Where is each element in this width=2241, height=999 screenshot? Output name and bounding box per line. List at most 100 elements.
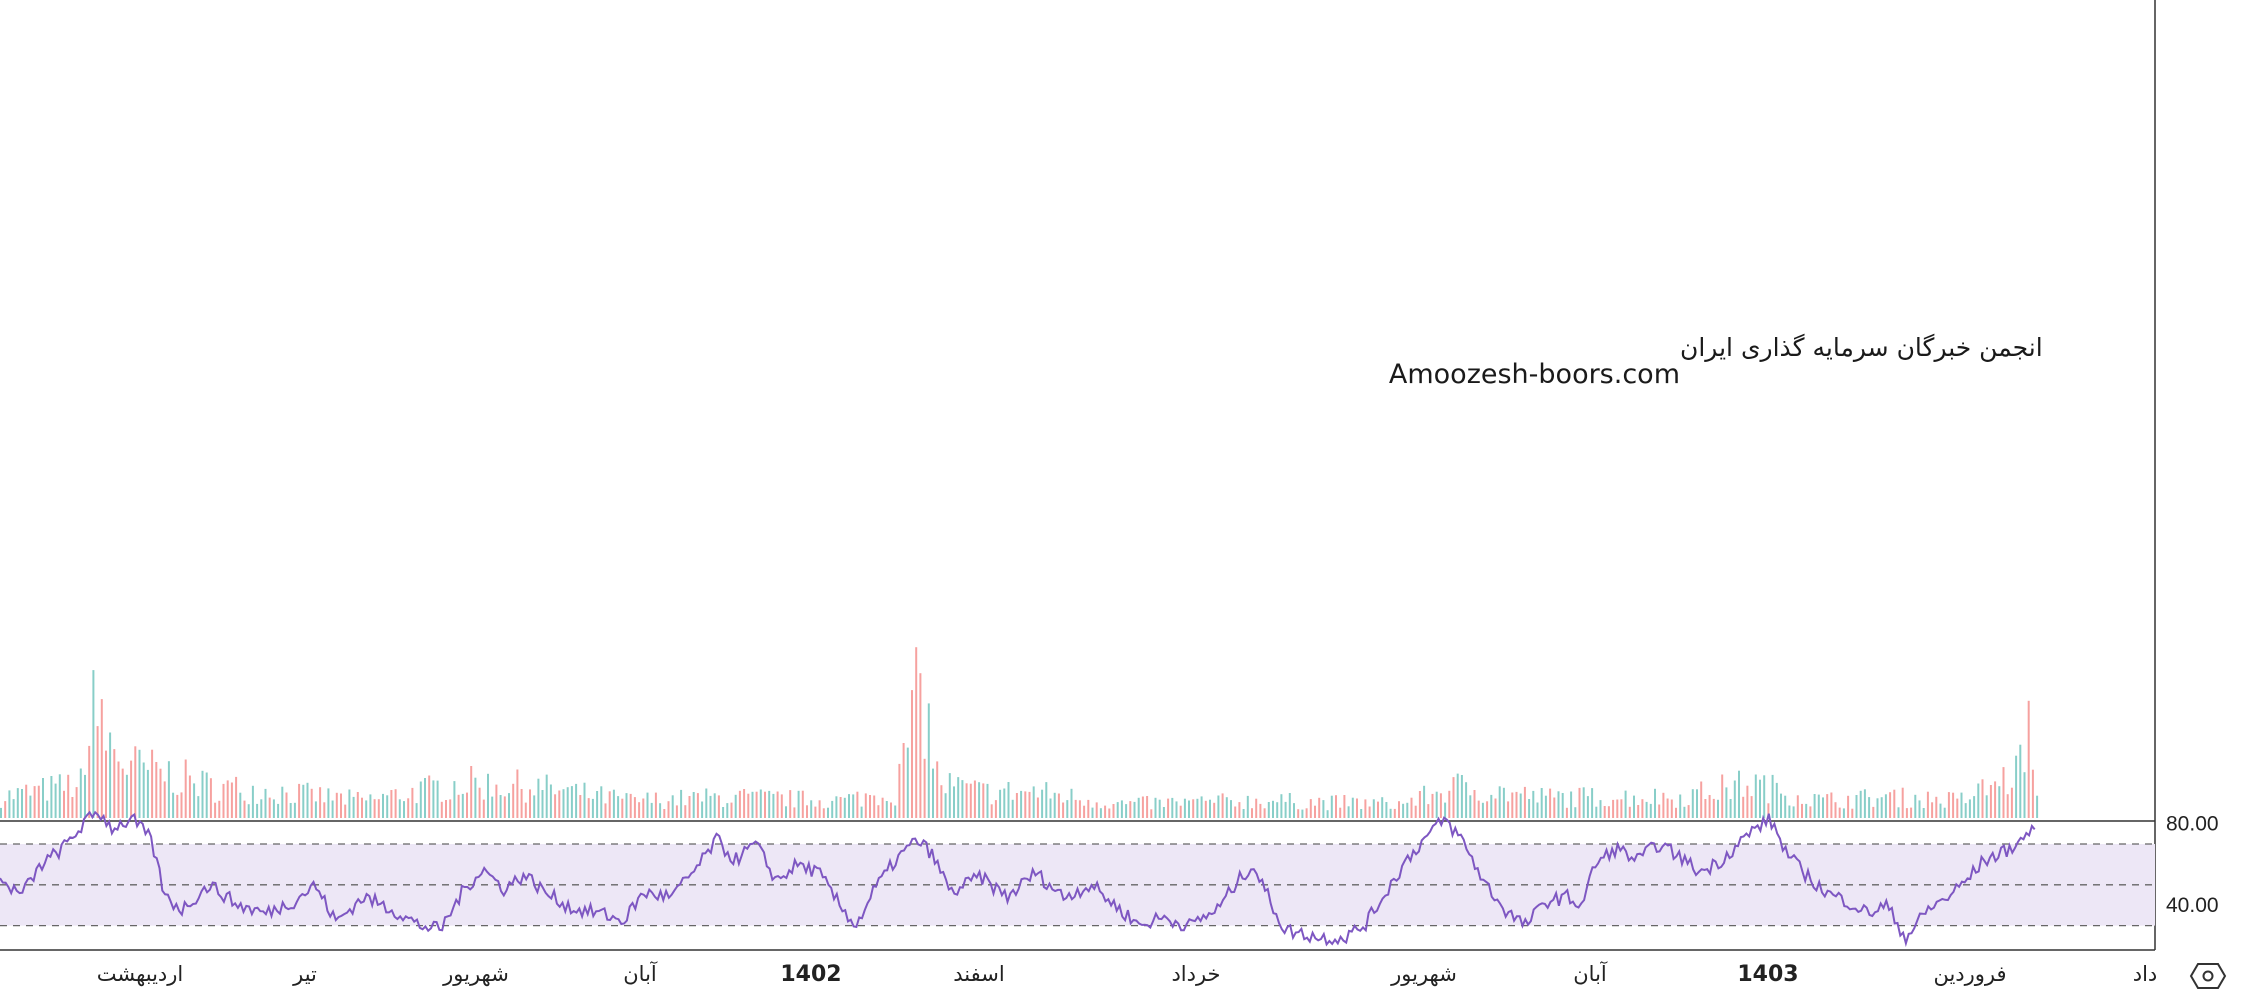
volume-bar <box>562 789 565 818</box>
volume-bar <box>1305 808 1308 818</box>
volume-bar <box>1502 787 1505 818</box>
volume-bar <box>314 801 317 818</box>
volume-bar <box>625 793 628 818</box>
volume-bars <box>0 647 2039 818</box>
volume-bar <box>1897 807 1900 818</box>
volume-bar <box>50 776 53 818</box>
volume-bar <box>621 798 624 818</box>
volume-bar <box>978 782 981 818</box>
volume-bar <box>570 786 573 818</box>
volume-bar <box>4 801 7 818</box>
volume-bar <box>1246 795 1249 818</box>
volume-bar <box>1158 799 1161 818</box>
volume-bar <box>155 762 158 818</box>
volume-bar <box>340 793 342 818</box>
volume-bar <box>1339 807 1342 818</box>
volume-bar <box>1431 793 1434 818</box>
volume-bar <box>134 746 137 818</box>
volume-bar <box>1343 795 1346 818</box>
volume-bar <box>1356 798 1358 818</box>
volume-bar <box>1561 793 1564 818</box>
volume-bar <box>1960 792 1963 818</box>
volume-bar <box>201 770 204 818</box>
volume-bar <box>1125 804 1128 818</box>
volume-bar <box>1070 788 1073 818</box>
volume-bar <box>1926 791 1929 818</box>
volume-bar <box>1045 782 1048 818</box>
volume-bar <box>96 726 99 818</box>
time-tick-label: فروردین <box>1933 962 2006 986</box>
volume-bar <box>612 789 615 818</box>
volume-bar <box>1200 796 1203 818</box>
volume-bar <box>948 773 951 818</box>
volume-bar <box>1179 805 1182 818</box>
volume-bar <box>1826 794 1829 818</box>
volume-bar <box>650 802 653 818</box>
time-tick-label: شهریور <box>442 962 509 986</box>
volume-bar <box>638 802 641 818</box>
volume-bar <box>705 788 708 818</box>
volume-bar <box>1830 792 1833 818</box>
volume-bar <box>680 789 683 818</box>
volume-bar <box>1335 795 1337 818</box>
volume-bar <box>361 797 363 818</box>
volume-bar <box>1544 795 1547 818</box>
volume-bar <box>1267 802 1270 818</box>
volume-bar <box>218 800 221 818</box>
volume-bar <box>503 796 506 818</box>
volume-bar <box>1108 808 1111 818</box>
volume-bar <box>394 789 397 818</box>
volume-bar <box>1557 791 1560 818</box>
volume-bar <box>1746 785 1749 818</box>
volume-bar <box>1834 802 1837 818</box>
volume-bar <box>759 789 762 818</box>
volume-bar <box>587 798 590 818</box>
volume-bar <box>390 790 393 818</box>
rsi-band <box>0 844 2155 926</box>
volume-bar <box>1276 802 1279 818</box>
volume-bar <box>873 795 876 818</box>
volume-bar <box>1784 795 1787 818</box>
settings-hex-icon[interactable] <box>2189 963 2227 989</box>
volume-bar <box>1628 806 1631 818</box>
volume-bar <box>906 747 909 818</box>
volume-bar <box>230 782 233 818</box>
volume-bar <box>1062 802 1065 818</box>
volume-bar <box>1196 798 1199 818</box>
volume-bar <box>226 780 229 818</box>
time-tick-label: داد <box>2133 962 2158 986</box>
volume-bar <box>591 798 594 818</box>
volume-bar <box>1931 802 1934 818</box>
volume-bar <box>25 784 28 818</box>
volume-bar <box>1956 798 1959 818</box>
volume-bar <box>1318 797 1321 818</box>
volume-bar <box>1880 797 1883 818</box>
volume-bar <box>1385 802 1388 818</box>
volume-bar <box>1792 806 1795 818</box>
volume-bar <box>1129 801 1132 818</box>
volume-bar <box>403 801 405 818</box>
volume-bar <box>1091 807 1094 818</box>
volume-bar <box>1347 806 1350 818</box>
volume-bar <box>58 774 61 818</box>
volume-bar <box>717 795 720 818</box>
volume-bar <box>419 781 422 818</box>
volume-bar <box>2031 769 2034 818</box>
time-axis[interactable]: اردیبهشت تیر شهریور آبان 1402 اسفند خرداد شهریو… <box>97 961 2158 987</box>
volume-bar <box>1649 803 1652 818</box>
volume-bar <box>726 803 729 818</box>
volume-bar <box>1104 805 1107 818</box>
volume-bar <box>1053 792 1056 818</box>
volume-bar <box>642 798 645 818</box>
volume-bar <box>1687 805 1690 818</box>
volume-bar <box>982 783 985 818</box>
volume-bar <box>1209 799 1211 818</box>
volume-bar <box>1838 807 1841 818</box>
volume-bar <box>633 797 636 818</box>
volume-bar <box>1049 798 1052 818</box>
volume-bar <box>1028 791 1031 818</box>
volume-bar <box>1532 790 1535 818</box>
volume-bar <box>1255 798 1258 818</box>
rsi-tick-label: 40.00 <box>2166 894 2219 917</box>
